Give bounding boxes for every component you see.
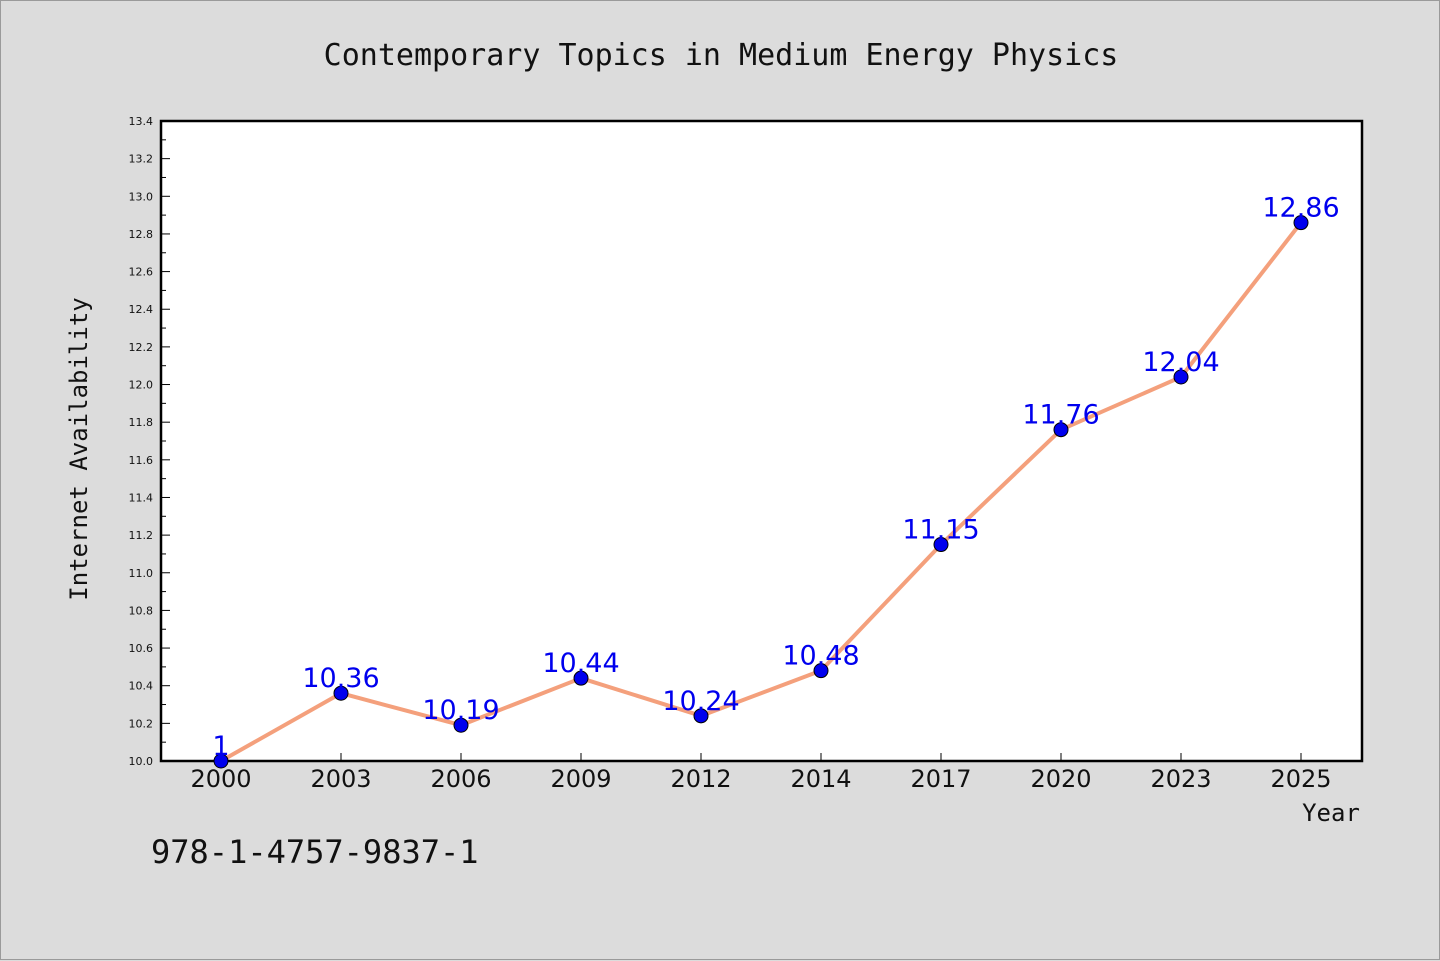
y-tick-label: 11.2 (129, 529, 154, 542)
chart-title: Contemporary Topics in Medium Energy Phy… (324, 38, 1119, 73)
x-tick-label: 2020 (1030, 765, 1091, 793)
x-tick-label: 2006 (430, 765, 491, 793)
data-label: 1 (212, 731, 229, 762)
y-tick-label: 12.0 (129, 379, 154, 392)
y-tick-label: 10.2 (129, 717, 154, 730)
y-tick-label: 10.4 (129, 680, 154, 693)
y-tick-label: 10.6 (129, 642, 154, 655)
y-tick-label: 12.2 (129, 341, 154, 354)
y-tick-label: 12.4 (129, 303, 154, 316)
y-tick-label: 11.6 (129, 454, 154, 467)
data-label: 10.24 (662, 686, 739, 717)
y-axis: 10.0 10.2 10.4 10.6 10.8 11.0 11.2 11.4 11.6 11.8… (129, 115, 170, 768)
y-tick-label: 11.0 (129, 567, 154, 580)
data-label: 11.15 (902, 515, 979, 546)
data-markers (213, 215, 1309, 769)
data-point (1173, 369, 1189, 385)
data-point (573, 670, 589, 686)
data-label: 11.76 (1022, 400, 1099, 431)
isbn-text: 978-1-4757-9837-1 (151, 833, 479, 871)
x-tick-label: 2025 (1270, 765, 1331, 793)
x-tick-label: 2000 (190, 765, 251, 793)
plot-area (159, 119, 1364, 763)
y-tick-label: 11.8 (129, 416, 154, 429)
data-label: 12.86 (1262, 193, 1339, 224)
x-tick-label: 2012 (670, 765, 731, 793)
y-tick-label: 13.0 (129, 190, 154, 203)
x-tick-label: 2009 (550, 765, 611, 793)
x-tick-label: 2003 (310, 765, 371, 793)
x-tick-label: 2017 (910, 765, 971, 793)
y-tick-label: 13.2 (129, 153, 154, 166)
data-point (693, 708, 709, 724)
y-tick-label: 10.8 (129, 604, 154, 617)
y-tick-label: 12.6 (129, 266, 154, 279)
data-label: 10.48 (782, 641, 859, 672)
y-tick-label: 10.0 (129, 755, 154, 768)
y-axis-label: Internet Availability (65, 297, 93, 600)
series-path (219, 220, 1303, 763)
data-label: 10.19 (422, 695, 499, 726)
data-label: 10.36 (302, 663, 379, 694)
data-point (453, 717, 469, 733)
x-axis: 2000 2003 2006 2009 2012 2014 2017 2020 2023 2025 (190, 753, 1332, 793)
data-point (1293, 215, 1309, 231)
data-point (813, 663, 829, 679)
data-point (333, 685, 349, 701)
data-labels: 1 10.36 10.19 10.44 10.24 10.48 11.15 11.76 12.0… (212, 193, 1339, 762)
x-tick-label: 2023 (1150, 765, 1211, 793)
data-label: 12.04 (1142, 347, 1219, 378)
data-point (213, 753, 229, 769)
x-tick-label: 2014 (790, 765, 851, 793)
y-tick-label: 11.4 (129, 491, 154, 504)
y-tick-label: 13.4 (129, 115, 154, 128)
x-axis-label: Year (1302, 799, 1360, 827)
data-point (1053, 422, 1069, 438)
series-line (219, 220, 1303, 763)
data-label: 10.44 (542, 648, 619, 679)
y-tick-label: 12.8 (129, 228, 154, 241)
data-point (933, 537, 949, 553)
